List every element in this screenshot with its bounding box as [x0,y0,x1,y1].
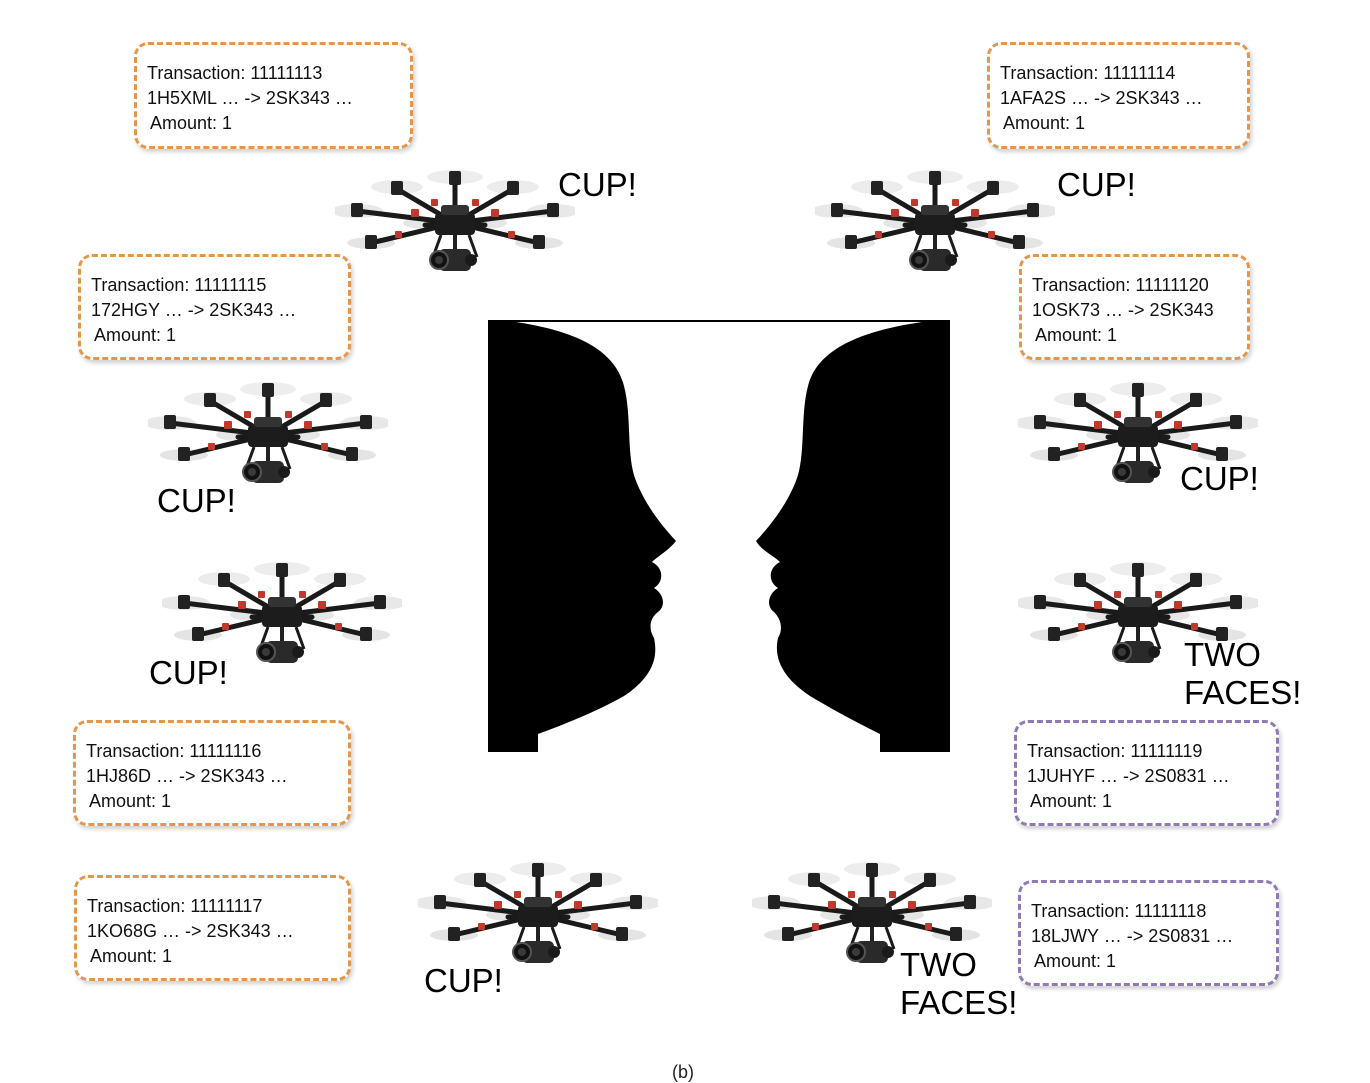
transaction-flow: 1OSK73 … -> 2SK343 [1032,300,1214,320]
transaction-box-11111116: Transaction: 11111116 1HJ86D … -> 2SK343… [73,720,351,826]
hexacopter-drone-icon [335,160,575,280]
figure-caption: (b) [672,1062,694,1082]
transaction-amount: Amount: 1 [1003,113,1086,133]
transaction-id: Transaction: 11111113 [147,63,323,83]
transaction-id: Transaction: 11111119 [1027,741,1203,761]
two-faces-label: TWO FACES! [1184,636,1301,712]
hexacopter-drone-icon [148,372,388,492]
two-faces-label: TWO FACES! [900,946,1017,1022]
transaction-amount: Amount: 1 [1035,325,1118,345]
transaction-id: Transaction: 11111115 [91,275,267,295]
rubin-vase-faces-illusion [488,316,950,756]
transaction-flow: 1AFA2S … -> 2SK343 … [1000,88,1203,108]
transaction-id: Transaction: 11111114 [1000,63,1176,83]
transaction-box-11111119: Transaction: 11111119 1JUHYF … -> 2S0831… [1014,720,1279,826]
cup-label: CUP! [149,654,228,691]
hexacopter-drone-icon [815,160,1055,280]
transaction-amount: Amount: 1 [1030,791,1113,811]
transaction-amount: Amount: 1 [94,325,177,345]
transaction-flow: 1JUHYF … -> 2S0831 … [1027,766,1230,786]
cup-label: CUP! [424,962,503,999]
transaction-amount: Amount: 1 [90,946,173,966]
transaction-id: Transaction: 11111117 [87,896,263,916]
transaction-id: Transaction: 11111120 [1032,275,1209,295]
hexacopter-drone-icon [418,852,658,972]
transaction-amount: Amount: 1 [150,113,233,133]
transaction-amount: Amount: 1 [89,791,172,811]
cup-label: CUP! [1180,460,1259,497]
cup-label: CUP! [558,166,637,203]
transaction-flow: 172HGY … -> 2SK343 … [91,300,297,320]
transaction-box-11111113: Transaction: 11111113 1H5XML … -> 2SK343… [134,42,413,149]
two-text: TWO [900,946,977,983]
faces-text: FACES! [1184,674,1302,711]
cup-label: CUP! [1057,166,1136,203]
two-text: TWO [1184,636,1261,673]
transaction-box-11111118: Transaction: 11111118 18LJWY … -> 2S0831… [1018,880,1279,986]
transaction-flow: 1KO68G … -> 2SK343 … [87,921,294,941]
transaction-box-11111114: Transaction: 11111114 1AFA2S … -> 2SK343… [987,42,1250,149]
transaction-flow: 1HJ86D … -> 2SK343 … [86,766,288,786]
transaction-amount: Amount: 1 [1034,951,1117,971]
transaction-box-11111115: Transaction: 11111115 172HGY … -> 2SK343… [78,254,351,360]
faces-text: FACES! [900,984,1018,1021]
cup-label: CUP! [157,482,236,519]
transaction-flow: 1H5XML … -> 2SK343 … [147,88,353,108]
transaction-id: Transaction: 11111118 [1031,901,1207,921]
transaction-box-11111120: Transaction: 11111120 1OSK73 … -> 2SK343… [1019,254,1250,360]
transaction-box-11111117: Transaction: 11111117 1KO68G … -> 2SK343… [74,875,351,981]
transaction-id: Transaction: 11111116 [86,741,262,761]
transaction-flow: 18LJWY … -> 2S0831 … [1031,926,1234,946]
